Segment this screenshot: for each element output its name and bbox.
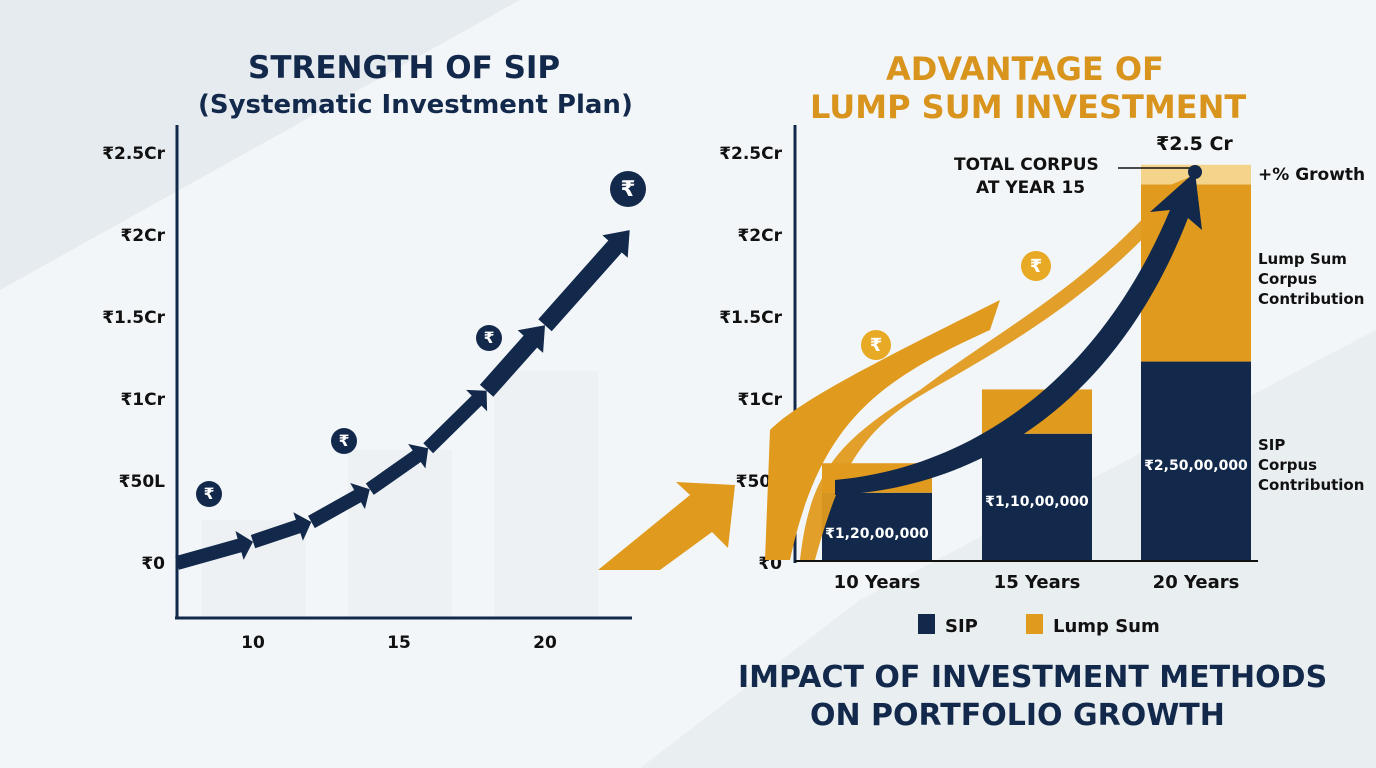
annot-lump: Lump Sum Corpus Contribution <box>1258 250 1365 308</box>
bg-shape <box>0 0 520 290</box>
y-tick-label: ₹2.5Cr <box>102 144 165 164</box>
y-tick-label: ₹50L <box>119 472 165 492</box>
right-title-1: ADVANTAGE OF <box>886 50 1164 88</box>
x-category-label: 20 Years <box>1153 572 1240 593</box>
rupee-symbol: ₹ <box>620 177 635 202</box>
callout-value: ₹2.5 Cr <box>1156 133 1233 155</box>
transition-arrow <box>598 482 735 570</box>
x-category-label: 15 Years <box>994 572 1081 593</box>
legend-label-sip: SIP <box>945 616 978 637</box>
y-tick-label: ₹1.5Cr <box>102 308 165 328</box>
legend-label-lump-sum: Lump Sum <box>1053 616 1160 637</box>
y-tick-label: ₹1Cr <box>737 390 782 410</box>
y-tick-label: ₹2Cr <box>120 226 165 246</box>
growth-arrow-segment <box>308 483 370 529</box>
x-category-label: 10 Years <box>834 572 921 593</box>
rupee-coin-icon <box>610 171 646 207</box>
right-title-2: LUMP SUM INVESTMENT <box>810 88 1247 126</box>
y-tick-label: ₹2.5Cr <box>719 144 782 164</box>
rupee-symbol: ₹ <box>339 432 350 450</box>
rupee-symbol: ₹ <box>484 329 495 347</box>
background-bar <box>494 371 598 618</box>
rupee-coin-icon <box>331 428 357 454</box>
footer-line1: IMPACT OF INVESTMENT METHODS <box>738 660 1328 695</box>
y-tick-label: ₹1.5Cr <box>719 308 782 328</box>
left-subtitle: (Systematic Investment Plan) <box>198 90 633 120</box>
bar-value-label: ₹2,50,00,000 <box>1144 458 1248 474</box>
footer-line2: ON PORTFOLIO GROWTH <box>810 698 1225 733</box>
x-tick-label: 15 <box>387 633 411 653</box>
rupee-coin-icon <box>196 481 222 507</box>
sip-growth-arrow <box>835 172 1202 495</box>
rupee-coin-icon <box>476 325 502 351</box>
rupee-coin-icon <box>1021 251 1051 281</box>
y-tick-label: ₹2Cr <box>737 226 782 246</box>
x-tick-label: 20 <box>533 633 557 653</box>
legend-swatch-lump-sum <box>1026 614 1043 634</box>
annot-sip: SIP Corpus Contribution <box>1258 436 1365 494</box>
legend-swatch-sip <box>918 614 935 634</box>
callout-2: AT YEAR 15 <box>976 178 1086 198</box>
y-tick-label: ₹0 <box>141 554 165 574</box>
lump-sum-flow-arrow <box>800 175 1195 560</box>
lump-sum-flow-tail <box>765 300 1000 560</box>
x-tick-label: 10 <box>241 633 265 653</box>
growth-arrow-segment <box>175 531 253 570</box>
rupee-symbol: ₹ <box>870 335 883 356</box>
annot-growth: +% Growth <box>1258 165 1366 185</box>
growth-arrow-segment <box>423 389 488 454</box>
bar-sip <box>1141 361 1251 560</box>
callout-1: TOTAL CORPUS <box>954 155 1099 175</box>
bar-sip <box>982 433 1092 560</box>
rupee-symbol: ₹ <box>204 485 215 503</box>
bar-value-label: ₹1,10,00,000 <box>985 494 1089 510</box>
growth-arrow-segment <box>250 512 312 549</box>
rupee-symbol: ₹ <box>1030 256 1043 277</box>
background-bar <box>348 449 452 618</box>
bar-value-label: ₹1,20,00,000 <box>825 526 929 542</box>
rupee-coin-icon <box>861 330 891 360</box>
corpus-point <box>1188 165 1202 179</box>
left-title: STRENGTH OF SIP <box>248 50 561 86</box>
growth-arrow-segment <box>479 325 545 397</box>
bar-sip <box>822 492 932 560</box>
growth-arrow-segment <box>365 444 429 495</box>
growth-arrow-segment <box>538 230 630 332</box>
y-tick-label: ₹1Cr <box>120 390 165 410</box>
